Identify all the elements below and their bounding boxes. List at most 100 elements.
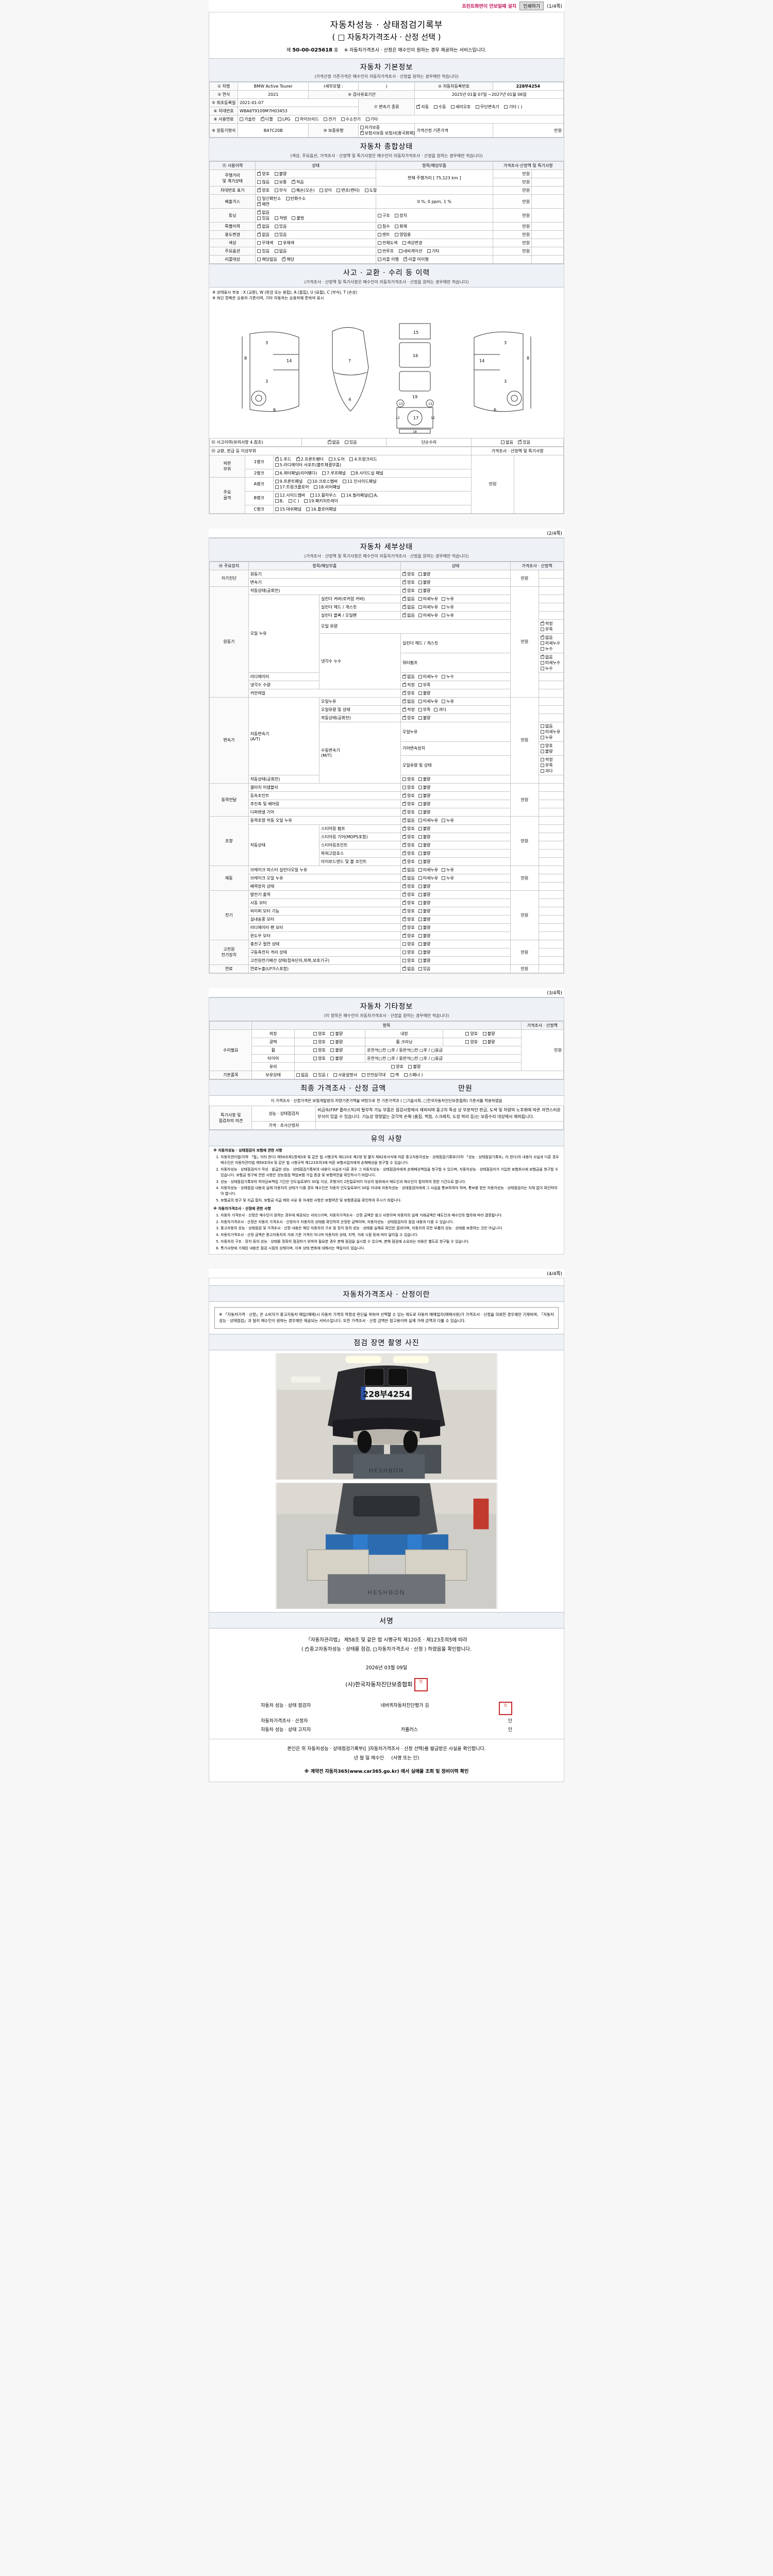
option-applicable[interactable]: 해당 (282, 256, 294, 262)
option-bad[interactable]: 불량 (330, 1039, 343, 1045)
option-exists[interactable]: 있음 (257, 216, 270, 221)
option-미세누유[interactable]: 미세누유 (418, 699, 438, 704)
checkbox-icon[interactable] (465, 1031, 469, 1036)
option-exists[interactable]: 있음 (274, 232, 287, 238)
option-불량[interactable]: 불량 (418, 842, 430, 848)
part-inside-panel[interactable]: 11.인사이드패널 (342, 479, 377, 484)
checkbox-icon[interactable] (418, 934, 422, 938)
checkbox-icon[interactable] (418, 859, 422, 863)
option-없음[interactable]: 없음 (402, 604, 415, 610)
checkbox-icon[interactable] (313, 1073, 317, 1077)
checkbox-icon[interactable] (404, 1073, 408, 1077)
option-none[interactable]: 없음 (274, 248, 287, 254)
note-cell[interactable] (538, 914, 564, 924)
checkbox-icon[interactable] (418, 572, 422, 576)
option-illegal[interactable]: 불법 (292, 215, 304, 221)
option-erased[interactable]: 도말 (364, 188, 377, 193)
special-note-cell[interactable] (531, 239, 564, 247)
checkbox-icon[interactable] (402, 682, 407, 687)
checkbox-icon[interactable] (307, 479, 311, 483)
checkbox-icon[interactable] (377, 225, 381, 228)
option-양호[interactable]: 양호 (402, 571, 415, 577)
special-note-cell[interactable] (531, 178, 564, 187)
checkbox-icon[interactable] (418, 580, 422, 584)
checkbox-icon[interactable] (418, 851, 422, 855)
checkbox-icon[interactable] (278, 241, 282, 245)
checkbox-icon[interactable] (322, 471, 326, 475)
option-없음[interactable]: 없음 (402, 965, 415, 972)
option-누유[interactable]: 누유 (442, 867, 454, 873)
checkbox-icon[interactable] (296, 456, 300, 461)
checkbox-icon[interactable] (418, 909, 422, 913)
option-미세누수[interactable]: 미세누수 (418, 674, 438, 680)
checkbox-icon[interactable] (320, 189, 324, 192)
option-양호[interactable]: 양호 (402, 842, 415, 848)
checkbox-icon[interactable] (540, 763, 544, 767)
checkbox-icon[interactable] (289, 499, 293, 503)
note-cell[interactable] (538, 939, 564, 948)
part-pillar-c[interactable]: C ) (289, 499, 299, 503)
checkbox-icon[interactable] (540, 654, 545, 659)
checkbox-icon[interactable] (402, 924, 407, 929)
checkbox-icon[interactable] (418, 699, 422, 703)
option-bad[interactable]: 불량 (482, 1031, 495, 1037)
part-pillar-panel[interactable]: 14.필라패널(A, (341, 493, 378, 498)
checkbox-icon[interactable] (465, 1040, 469, 1044)
checkbox-icon[interactable] (402, 612, 407, 617)
option-jack[interactable]: 잭 (390, 1072, 399, 1078)
option-부족[interactable]: 부족 (540, 762, 553, 768)
checkbox-icon[interactable] (418, 925, 422, 929)
option-양호[interactable]: 양호 (402, 850, 415, 856)
checkbox-icon[interactable] (306, 507, 310, 511)
option-bad[interactable]: 불량 (330, 1031, 343, 1037)
option-누유[interactable]: 누유 (442, 699, 454, 704)
option-none[interactable]: 없음 (327, 439, 340, 445)
checkbox-icon[interactable] (402, 883, 407, 888)
option-불량[interactable]: 불량 (418, 941, 430, 947)
option-electric[interactable]: 전기 (324, 116, 336, 122)
option-미세누유[interactable]: 미세누유 (418, 875, 438, 881)
part-cross-member[interactable]: 10.크로스멤버 (307, 479, 338, 484)
option-navigation[interactable]: 네비게이션 (398, 248, 422, 254)
option-미세누유[interactable]: 미세누유 (418, 604, 438, 610)
checkbox-icon[interactable] (402, 891, 407, 896)
checkbox-icon[interactable] (313, 1048, 317, 1052)
option-spanner[interactable]: 스패너 ) (404, 1072, 423, 1078)
checkbox-icon[interactable] (402, 933, 407, 938)
checkbox-icon[interactable] (337, 189, 341, 192)
option-양호[interactable]: 양호 (402, 690, 415, 696)
option-auto[interactable]: 자동 (416, 104, 429, 110)
checkbox-icon[interactable] (364, 189, 368, 192)
part-wheel-house[interactable]: 13.휠하우스 (310, 493, 337, 498)
note-cell[interactable] (538, 680, 564, 689)
option-none[interactable]: 없음 (257, 223, 270, 229)
checkbox-icon[interactable] (418, 942, 422, 946)
special-note-cell[interactable] (531, 230, 564, 239)
option-smoke[interactable]: 매연 (257, 201, 270, 207)
note-cell[interactable] (538, 857, 564, 866)
option-other[interactable]: 기타 (427, 248, 440, 254)
checkbox-icon[interactable] (275, 479, 279, 483)
checkbox-icon[interactable] (291, 179, 296, 184)
checkbox-icon[interactable] (518, 439, 522, 444)
note-cell[interactable] (538, 586, 564, 595)
part-trunk-lid[interactable]: 4.트렁크리드 (349, 456, 377, 462)
parts-special-note[interactable] (513, 454, 564, 514)
option-color-change[interactable]: 색상변경 (402, 240, 422, 246)
checkbox-icon[interactable] (377, 249, 381, 253)
checkbox-icon[interactable] (402, 850, 407, 855)
option-good[interactable]: 양호 (313, 1031, 326, 1037)
checkbox-icon[interactable] (274, 249, 278, 253)
checkbox-icon[interactable] (540, 641, 544, 645)
option-semiauto[interactable]: 세미오토 (450, 104, 470, 110)
checkbox-icon[interactable] (327, 439, 331, 444)
option-none[interactable]: 없음 (296, 1072, 309, 1078)
special-note-cell[interactable] (531, 255, 564, 264)
note-cell[interactable] (538, 807, 564, 817)
checkbox-icon[interactable] (313, 1056, 317, 1060)
checkbox-icon[interactable] (418, 950, 422, 954)
note-cell[interactable] (538, 882, 564, 891)
part-roof-panel[interactable]: 7.루프패널 (322, 470, 346, 476)
checkbox-icon[interactable] (482, 1040, 486, 1044)
checkbox-icon[interactable] (501, 440, 505, 444)
